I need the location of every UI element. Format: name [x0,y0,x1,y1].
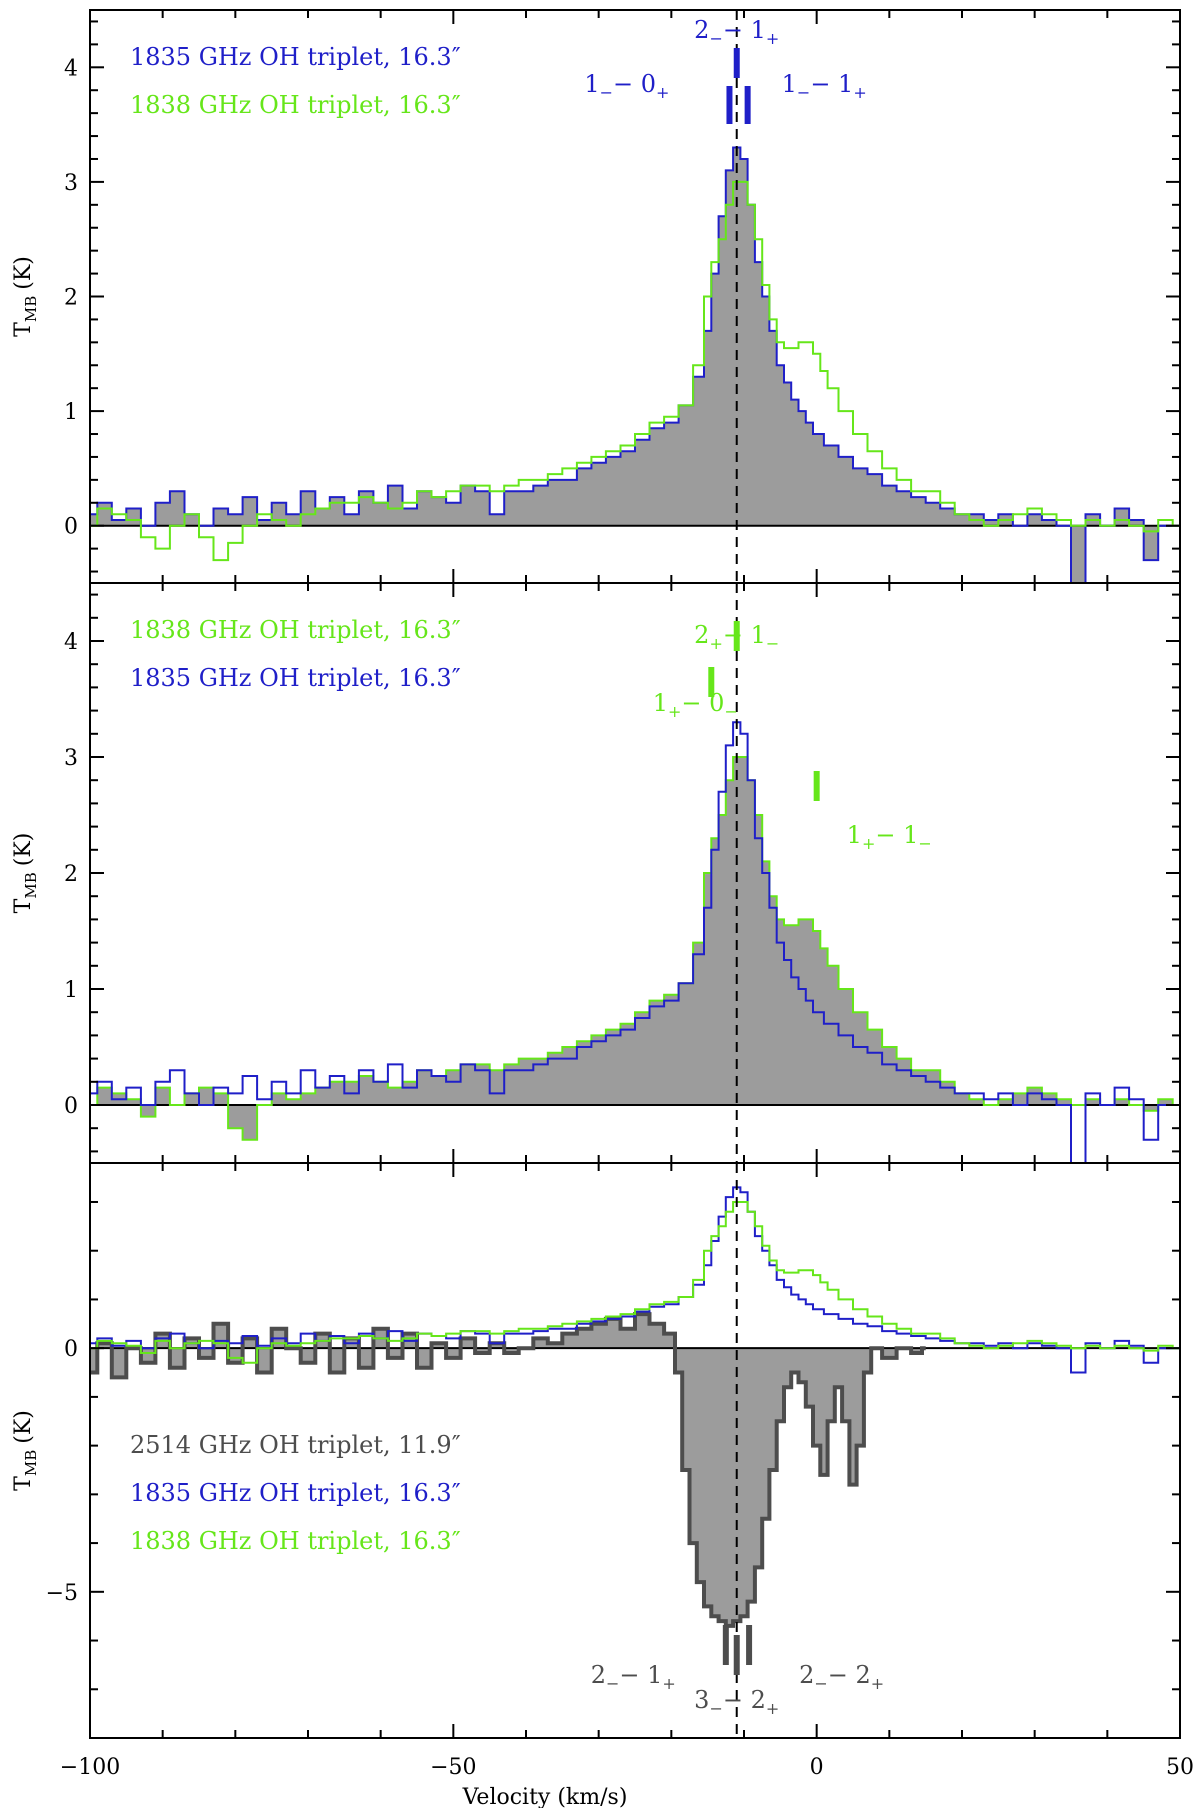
series-fill [90,1314,926,1626]
legend-entry: 1835 GHz OH triplet, 16.3″ [130,1479,461,1507]
y-axis-label: TMB(K) [11,256,40,337]
series-line [90,721,1180,1163]
x-tick-label: 0 [810,1755,824,1780]
y-axis-label: TMB(K) [11,1410,40,1491]
y-tick-label: 4 [64,56,78,81]
y-axis-label: TMB(K) [11,833,40,914]
legend-entry: 1838 GHz OH triplet, 16.3″ [130,91,461,119]
y-tick-label: 3 [64,746,78,771]
y-tick-label: 0 [64,515,78,540]
series-fill [90,757,1180,1140]
panel-frame [89,1162,1181,1739]
legend-entry: 2514 GHz OH triplet, 11.9″ [130,1431,461,1459]
transition-label: 2+− 1− [694,621,779,653]
x-axis-label: Velocity (km/s) [462,1785,628,1808]
transition-label: 1+− 1− [847,821,932,853]
y-tick-label: 2 [64,862,78,887]
legend-entry: 1835 GHz OH triplet, 16.3″ [130,43,461,71]
plot-area [90,1186,1180,1628]
y-tick-label: 4 [64,630,78,655]
panel-top: 0 1 2 3 4 TMB(K) 1835 GHz OH triplet, 16.3″ 183… [11,9,1181,584]
series-line [90,1201,1180,1364]
y-tick-label: 2 [64,286,78,311]
transition-label: 2−− 1+ [694,16,779,48]
transition-label: 2−− 2+ [799,1661,884,1693]
transition-label: 1−− 0+ [584,70,669,102]
series-fill [90,147,1180,583]
series-line [90,180,1180,562]
transition-label: 3−− 2+ [694,1686,779,1718]
legend-entry: 1838 GHz OH triplet, 16.3″ [130,1527,461,1555]
y-tick-label: 0 [64,1094,78,1119]
panel-bottom: 0 −5 TMB(K) 2514 GHz OH triplet, 11.9″ 1835 … [11,1162,1194,1808]
transition-label: 1−− 1+ [782,70,867,102]
plot-area [90,721,1180,1163]
transition-label: 2−− 1+ [591,1661,676,1693]
y-tick-label: −5 [46,1581,78,1606]
panel-middle: 0 1 2 3 4 TMB(K) 1838 GHz OH triplet, 16.3″ 183… [11,582,1181,1164]
legend-entry: 1838 GHz OH triplet, 16.3″ [130,616,461,644]
transition-label: 1+− 0− [653,689,738,721]
plot-area [90,146,1180,583]
x-tick-label: 50 [1166,1755,1194,1780]
y-tick-label: 1 [64,978,78,1003]
x-tick-label: −50 [430,1755,476,1780]
legend-entry: 1835 GHz OH triplet, 16.3″ [130,664,461,692]
y-tick-label: 3 [64,171,78,196]
y-tick-label: 0 [64,1337,78,1362]
x-tick-label: −100 [60,1755,120,1780]
y-tick-label: 1 [64,400,78,425]
